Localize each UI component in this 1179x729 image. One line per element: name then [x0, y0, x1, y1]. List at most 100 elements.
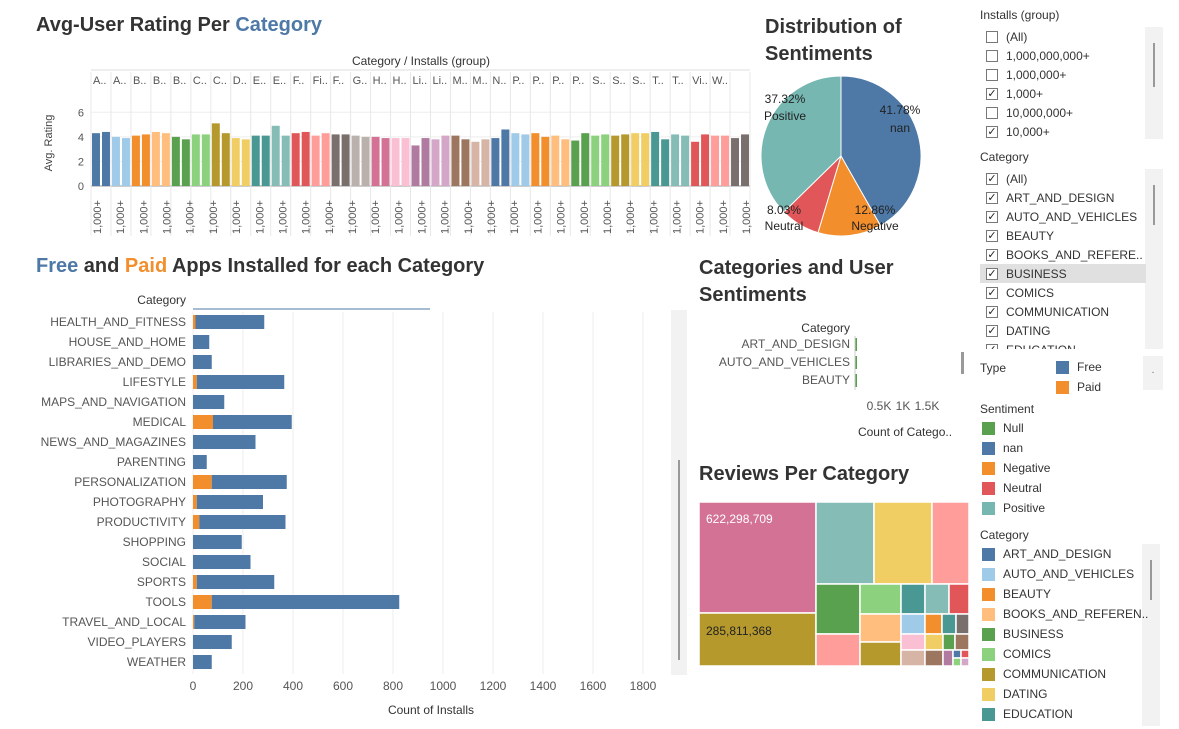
category-filter-option[interactable]: ✓ BOOKS_AND_REFERE..	[986, 245, 1143, 264]
avg-rating-bar[interactable]	[461, 139, 470, 186]
free-paid-bar-free[interactable]	[196, 495, 263, 509]
free-paid-bar-free[interactable]	[196, 375, 285, 389]
avg-rating-bar[interactable]	[391, 138, 400, 186]
sentiment-legend-item[interactable]: Negative	[982, 458, 1050, 478]
avg-rating-bar[interactable]	[361, 136, 370, 186]
category-filter-option[interactable]: ✓ BEAUTY	[986, 226, 1054, 245]
avg-rating-bar[interactable]	[221, 133, 230, 186]
avg-rating-bar[interactable]	[331, 134, 340, 186]
avg-rating-bar[interactable]	[421, 138, 430, 186]
category-legend-scrollbar[interactable]	[1142, 544, 1160, 726]
avg-rating-bar[interactable]	[701, 134, 710, 186]
avg-rating-bar[interactable]	[721, 135, 730, 186]
type-legend-free[interactable]: Free	[1056, 357, 1102, 377]
category-legend-item[interactable]: EDUCATION	[982, 704, 1073, 724]
category-legend-item[interactable]: DATING	[982, 684, 1047, 704]
avg-rating-bar[interactable]	[741, 134, 749, 186]
installs-filter-list[interactable]: (All) 1,000,000,000+ 1,000,000+ ✓ 1,000+ 10,0…	[980, 27, 1163, 139]
category-legend-item[interactable]: COMMUNICATION	[982, 664, 1106, 684]
avg-rating-bar[interactable]	[651, 131, 660, 186]
avg-rating-bar[interactable]	[621, 134, 630, 186]
sentiment-legend-item[interactable]: Null	[982, 418, 1024, 438]
installs-filter-option[interactable]: 1,000,000,000+	[986, 46, 1090, 65]
category-filter-checkbox[interactable]: ✓	[986, 343, 998, 349]
treemap-cell[interactable]	[955, 613, 969, 635]
avg-rating-bar[interactable]	[401, 138, 410, 186]
free-paid-bar-free[interactable]	[211, 595, 400, 609]
avg-rating-bar[interactable]	[661, 139, 670, 186]
free-paid-bar-free[interactable]	[213, 415, 292, 429]
treemap-cell[interactable]	[859, 613, 902, 643]
free-paid-bar-paid[interactable]	[193, 615, 195, 629]
avg-rating-bar[interactable]	[731, 138, 740, 186]
free-paid-bar-paid[interactable]	[193, 575, 197, 589]
cat-sentiments-scroll-thumb[interactable]	[961, 352, 964, 374]
free-paid-bar-paid[interactable]	[193, 515, 200, 529]
avg-rating-bar[interactable]	[491, 138, 500, 186]
free-paid-bar-paid[interactable]	[193, 595, 212, 609]
category-legend-item[interactable]: COMICS	[982, 644, 1051, 664]
avg-rating-bar[interactable]	[121, 138, 130, 186]
free-paid-bar-free[interactable]	[193, 555, 251, 569]
avg-rating-bar[interactable]	[231, 138, 240, 186]
avg-rating-bar[interactable]	[301, 131, 310, 186]
category-legend-item[interactable]: ART_AND_DESIGN	[982, 544, 1111, 564]
avg-rating-bar[interactable]	[191, 134, 200, 186]
avg-rating-bar[interactable]	[591, 135, 600, 186]
avg-rating-bar[interactable]	[311, 135, 320, 186]
free-paid-bar-free[interactable]	[199, 515, 286, 529]
treemap-cell[interactable]	[924, 583, 950, 615]
type-legend-scroll[interactable]: .	[1143, 356, 1163, 390]
treemap-cell[interactable]	[948, 583, 969, 615]
installs-filter-checkbox[interactable]: ✓	[986, 87, 998, 100]
category-legend-item[interactable]: BUSINESS	[982, 624, 1064, 644]
category-filter-option[interactable]: ✓ COMICS	[986, 283, 1054, 302]
category-filter-checkbox[interactable]: ✓	[986, 305, 998, 318]
category-filter-checkbox[interactable]: ✓	[986, 172, 998, 185]
category-filter-checkbox[interactable]: ✓	[986, 286, 998, 299]
avg-rating-bar[interactable]	[581, 133, 590, 186]
category-legend-item[interactable]: BEAUTY	[982, 584, 1051, 604]
treemap-cell[interactable]	[924, 649, 944, 666]
treemap-cell[interactable]	[942, 649, 954, 666]
treemap-cell[interactable]	[815, 583, 861, 635]
category-filter-option[interactable]: ✓ DATING	[986, 321, 1050, 340]
avg-rating-bar[interactable]	[291, 133, 300, 186]
treemap-cell[interactable]	[873, 502, 933, 585]
category-filter-list[interactable]: ✓ (All) ✓ ART_AND_DESIGN ✓ AUTO_AND_VEHICLES ✓…	[980, 169, 1163, 349]
avg-rating-bar[interactable]	[92, 133, 100, 186]
sentiment-legend-item[interactable]: Positive	[982, 498, 1045, 518]
treemap-cell[interactable]	[699, 502, 817, 614]
treemap-cell[interactable]	[900, 633, 926, 651]
avg-rating-bar[interactable]	[551, 135, 560, 186]
treemap-cell[interactable]	[924, 633, 944, 651]
treemap-cell[interactable]	[960, 657, 969, 666]
sentiment-legend-item[interactable]: nan	[982, 438, 1023, 458]
installs-filter-option[interactable]: ✓ 10,000+	[986, 122, 1050, 141]
installs-filter-checkbox[interactable]: ✓	[986, 125, 998, 138]
treemap-cell[interactable]	[952, 649, 962, 659]
installs-filter-option[interactable]: 10,000,000+	[986, 103, 1073, 122]
avg-rating-bar[interactable]	[181, 139, 190, 186]
free-paid-bar-free[interactable]	[194, 615, 246, 629]
avg-rating-bar[interactable]	[451, 135, 460, 186]
avg-rating-bar[interactable]	[431, 139, 440, 186]
treemap-cell[interactable]	[952, 657, 962, 666]
free-paid-bar-free[interactable]	[193, 655, 212, 669]
avg-rating-bar[interactable]	[681, 135, 690, 186]
treemap-cell[interactable]	[931, 502, 969, 585]
free-paid-bar-free[interactable]	[193, 435, 256, 449]
installs-filter-option[interactable]: (All)	[986, 27, 1027, 46]
treemap-cell[interactable]	[941, 613, 957, 635]
avg-rating-bar[interactable]	[341, 134, 350, 186]
avg-rating-bar[interactable]	[101, 131, 110, 186]
avg-rating-bar[interactable]	[691, 141, 700, 186]
installs-filter-checkbox[interactable]	[986, 68, 998, 81]
avg-rating-bar[interactable]	[531, 133, 540, 186]
free-paid-bar-paid[interactable]	[193, 495, 197, 509]
avg-rating-bar[interactable]	[271, 125, 280, 186]
avg-rating-bar[interactable]	[521, 134, 530, 186]
avg-rating-bar[interactable]	[381, 138, 390, 186]
installs-filter-option[interactable]: ✓ 1,000+	[986, 84, 1043, 103]
avg-rating-bar[interactable]	[161, 133, 170, 186]
